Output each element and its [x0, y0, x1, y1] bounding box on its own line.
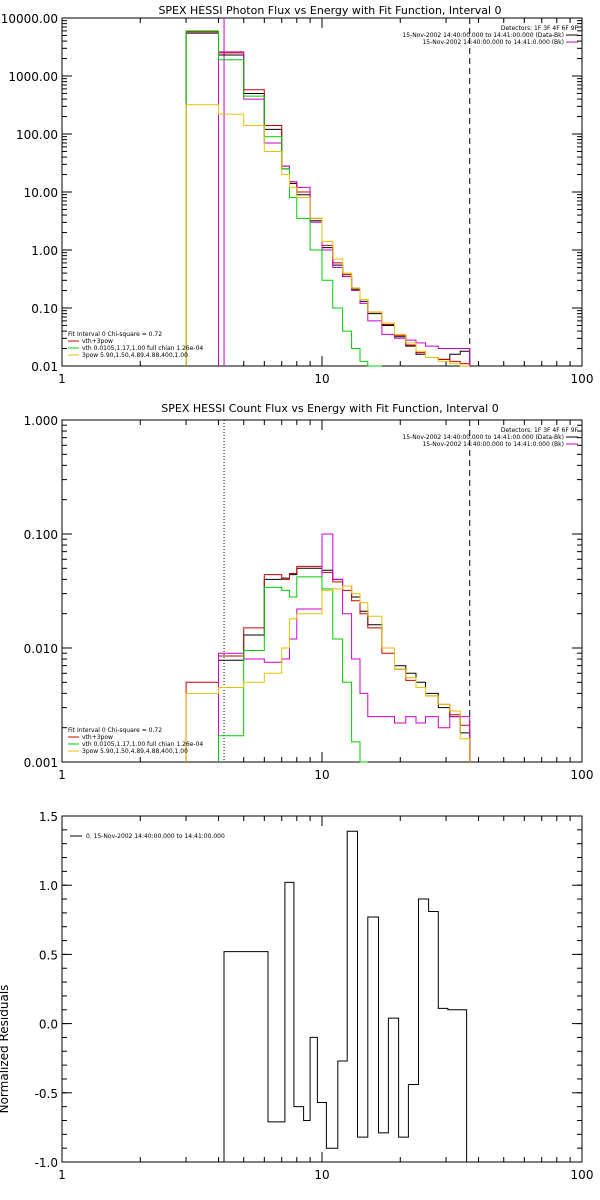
y-tick-label: 100.00 [16, 128, 58, 142]
count-flux-plot-layer: 1 10 100 0.001 0.010 0.100 1.000 [24, 414, 594, 782]
count-detectors-label: Detectors: 1F 3F 4F 6F 9F [501, 427, 579, 434]
y-tick-label: 1.5 [39, 810, 58, 824]
count-header-line1: 15-Nov-2002 14:40:00.000 to 14:41:00.000… [402, 434, 564, 441]
residuals-y-axis-label: Normalized Residuals [0, 985, 11, 1114]
photon-fit-legend-item-2: vth 0.0105,1.17,1.00 full chian 1.26e-04 [82, 345, 203, 352]
series-magenta-step-line [218, 51, 471, 366]
y-tick-label: 10.00 [24, 186, 58, 200]
y-tick-label: 1.000 [24, 414, 58, 428]
count-header-line2: 15-Nov-2002 14:40:00.000 to 14:41:0.000 … [422, 441, 564, 448]
residuals-legend-label: 0. 15-Nov-2002 14:40:00.000 to 14:41:00.… [86, 833, 225, 840]
series-green-step-line [185, 30, 382, 367]
y-tick-label: 0.10 [31, 302, 58, 316]
y-tick-label: 1.0 [39, 879, 58, 893]
count-flux-panel: SPEX HESSI Count Flux vs Energy with Fit… [24, 402, 594, 782]
series-yellow-step-line [185, 104, 470, 367]
photon-flux-title: SPEX HESSI Photon Flux vs Energy with Fi… [158, 4, 501, 17]
x-tick-label: 100 [571, 372, 594, 386]
x-tick-label: 10 [314, 372, 329, 386]
photon-flux-plot-layer: 1 10 100 0.01 0.10 1.00 10.00 100.00 1000.00 1000… [1, 12, 594, 386]
y-tick-label: -1.0 [35, 1156, 58, 1170]
series-black-step-line [223, 830, 468, 1162]
y-tick-label: 0.0 [39, 1018, 58, 1032]
photon-fit-legend-title: Fit Interval 0 Chi-square = 0.72 [68, 331, 162, 338]
x-tick-label: 100 [571, 768, 594, 782]
x-tick-label: 100 [571, 1168, 594, 1182]
photon-fit-legend-item-1: vth+3pow [82, 338, 113, 345]
photon-header-line2: 15-Nov-2002 14:40:00.000 to 14:41:0.000 … [422, 39, 564, 46]
x-tick-label: 1 [58, 768, 66, 782]
series-green-step-line [218, 576, 368, 763]
photon-detectors-label: Detectors: 1F 3F 4F 6F 9F [501, 25, 579, 32]
y-tick-label: 0.5 [39, 948, 58, 962]
count-fit-legend-title: Fit Interval 0 Chi-square = 0.72 [68, 727, 162, 734]
residuals-plot-frame [61, 815, 583, 1163]
y-tick-label: 0.01 [31, 360, 58, 374]
count-fit-legend-item-3: 3pow 5.90,1.50,4.89,4.88,400,1.00 [82, 748, 188, 755]
y-tick-label: 1.00 [31, 244, 58, 258]
x-tick-label: 1 [58, 1168, 66, 1182]
count-flux-title: SPEX HESSI Count Flux vs Energy with Fit… [161, 402, 498, 415]
x-tick-label: 10 [314, 768, 329, 782]
y-tick-label: 1000.00 [8, 70, 58, 84]
photon-header-line1: 15-Nov-2002 14:40:00.000 to 14:41:00.000… [402, 32, 564, 39]
series-black-step-line [185, 32, 471, 366]
series-red-step-line [185, 31, 471, 366]
residuals-panel: 1 10 100 -1.0 -0.5 0.0 0.5 1.0 1.5 Normalized Re… [0, 810, 593, 1182]
photon-flux-panel: SPEX HESSI Photon Flux vs Energy with Fi… [1, 4, 594, 386]
series-yellow-step-line [185, 585, 471, 762]
series-black-step-line [218, 567, 471, 762]
count-fit-legend-item-1: vth+3pow [82, 734, 113, 741]
count-fit-legend-item-2: vth 0.0105,1.17,1.00 full chian 1.26e-04 [82, 741, 203, 748]
y-tick-label: -0.5 [35, 1087, 58, 1101]
x-tick-label: 10 [314, 1168, 329, 1182]
series-red-step-line [185, 565, 471, 762]
y-tick-label: 0.100 [24, 528, 58, 542]
series-magenta-step-line [218, 533, 471, 762]
photon-fit-legend-item-3: 3pow 5.90,1.50,4.89,4.88,400,1.00 [82, 352, 188, 359]
y-tick-label: 0.010 [24, 642, 58, 656]
photon-flux-plot-frame [61, 17, 583, 367]
y-tick-label: 0.001 [24, 756, 58, 770]
residuals-plot-layer: 1 10 100 -1.0 -0.5 0.0 0.5 1.0 1.5 [35, 810, 594, 1182]
y-tick-label: 10000.00 [1, 12, 58, 26]
x-tick-label: 1 [58, 372, 66, 386]
